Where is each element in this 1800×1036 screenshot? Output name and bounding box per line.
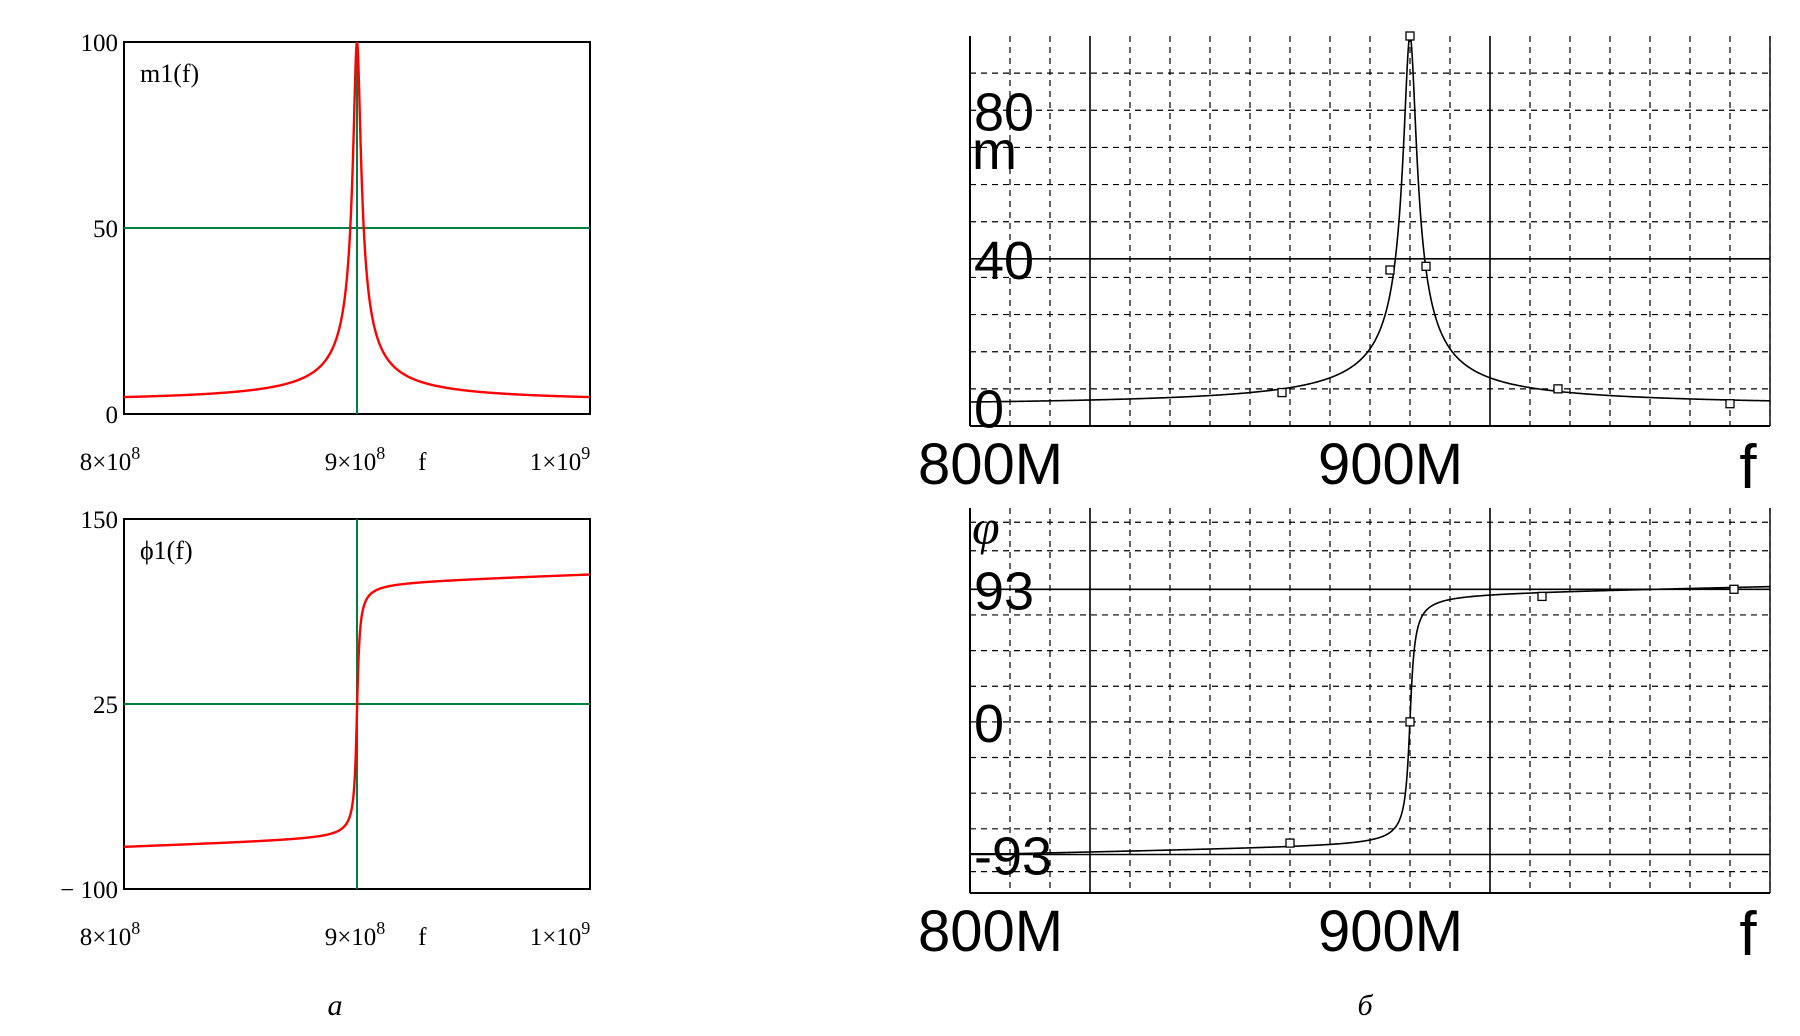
data-point-marker [1285, 838, 1295, 848]
x-tick-label: 1×109 [530, 443, 591, 476]
x-axis-var: f [1739, 900, 1757, 969]
y-tick-label: 100 [81, 30, 119, 57]
y-tick-label: − 100 [60, 877, 118, 904]
x-axis-var: f [418, 924, 427, 951]
x-tick-label: 8×108 [80, 918, 141, 951]
grid [969, 508, 1771, 894]
phase-chart-b: 93 0 -93 φ 800M 900M f [918, 499, 1771, 969]
x-tick-label: 9×108 [325, 443, 386, 476]
phase-chart-a: ϕ1(f) 150 25 − 100 8×108 9×108 1×109 f [60, 507, 591, 951]
grid [969, 36, 1771, 427]
data-point-marker [1729, 584, 1739, 594]
magnitude-chart-b: 80 40 0 m 800M 900M f [918, 31, 1771, 502]
series-label: ϕ1(f) [140, 536, 193, 565]
y-tick-label: 50 [93, 216, 118, 243]
panel-caption-a: а [328, 989, 343, 1022]
y-tick-label: 150 [81, 507, 119, 534]
series-label: m1(f) [140, 59, 199, 88]
x-tick-label: 800M [918, 899, 1063, 964]
y-tick-label: 0 [106, 402, 119, 429]
x-tick-label: 9×108 [325, 918, 386, 951]
x-tick-label: 800M [918, 432, 1063, 497]
data-point-marker [1277, 387, 1287, 398]
x-axis-var: f [1739, 433, 1757, 502]
data-point-marker [1553, 384, 1563, 394]
y-tick-label: 0 [974, 379, 1004, 439]
data-point-marker [1421, 261, 1431, 271]
x-tick-label: 1×109 [530, 918, 591, 951]
data-point-marker [1537, 591, 1547, 602]
data-point-marker [1405, 31, 1415, 41]
y-tick-label: 93 [974, 561, 1034, 621]
y-tick-label: 0 [974, 694, 1004, 754]
series-line [124, 573, 590, 849]
x-tick-label: 8×108 [80, 443, 141, 476]
y-tick-label: 40 [974, 231, 1034, 291]
panel-caption-b: б [1357, 989, 1373, 1022]
data-point-marker [1725, 399, 1735, 409]
data-point-marker [1385, 265, 1395, 275]
y-tick-label: -93 [974, 827, 1052, 887]
series-label: φ [972, 499, 1000, 555]
x-axis-var: f [418, 449, 427, 476]
magnitude-chart-a: m1(f) 100 50 0 8×108 9×108 1×109 f [80, 30, 591, 476]
y-tick-label: 80 [974, 82, 1034, 142]
data-point-marker [1405, 717, 1415, 727]
y-tick-label: 25 [93, 692, 118, 719]
series-line [124, 42, 590, 399]
x-tick-label: 900M [1318, 432, 1463, 497]
x-tick-label: 900M [1318, 899, 1463, 964]
series-label: m [972, 121, 1017, 181]
